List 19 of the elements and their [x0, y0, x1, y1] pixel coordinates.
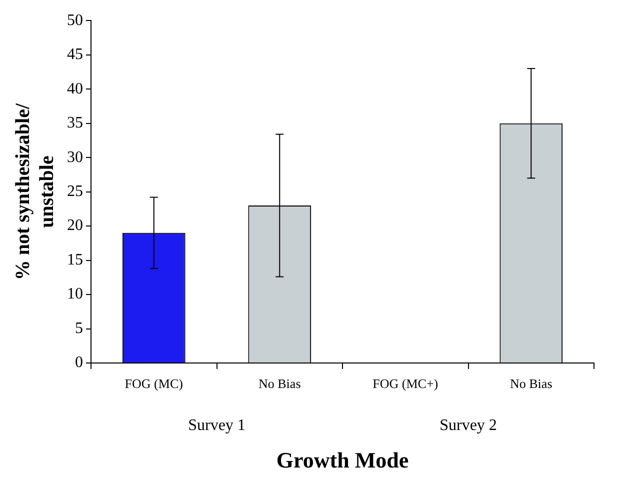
x-axis-title: Growth Mode — [276, 447, 409, 472]
y-tick-label: 0 — [75, 354, 83, 372]
x-tick-label: FOG (MC+) — [372, 376, 438, 392]
y-tick-label: 15 — [67, 251, 83, 268]
y-tick-label: 50 — [67, 12, 83, 29]
y-tick-label: 40 — [67, 80, 83, 98]
x-tick-label: No Bias — [258, 376, 301, 392]
y-tick-label: 25 — [67, 183, 83, 200]
y-tick-label: 20 — [67, 217, 83, 234]
y-tick-label: 30 — [67, 148, 83, 166]
x-tick-label: No Bias — [510, 376, 552, 392]
text: Survey 1 — [188, 417, 246, 434]
y-tick-label: 45 — [67, 46, 83, 64]
x-tick-label: FOG (MC) — [124, 376, 183, 392]
y-tick-label: 5 — [75, 320, 83, 337]
text: Survey 2 — [440, 417, 497, 434]
y-tick-label: 10 — [67, 286, 83, 303]
y-tick-label: 35 — [67, 114, 83, 132]
y-axis-title: % not synthesizable/ unstable — [12, 103, 58, 280]
